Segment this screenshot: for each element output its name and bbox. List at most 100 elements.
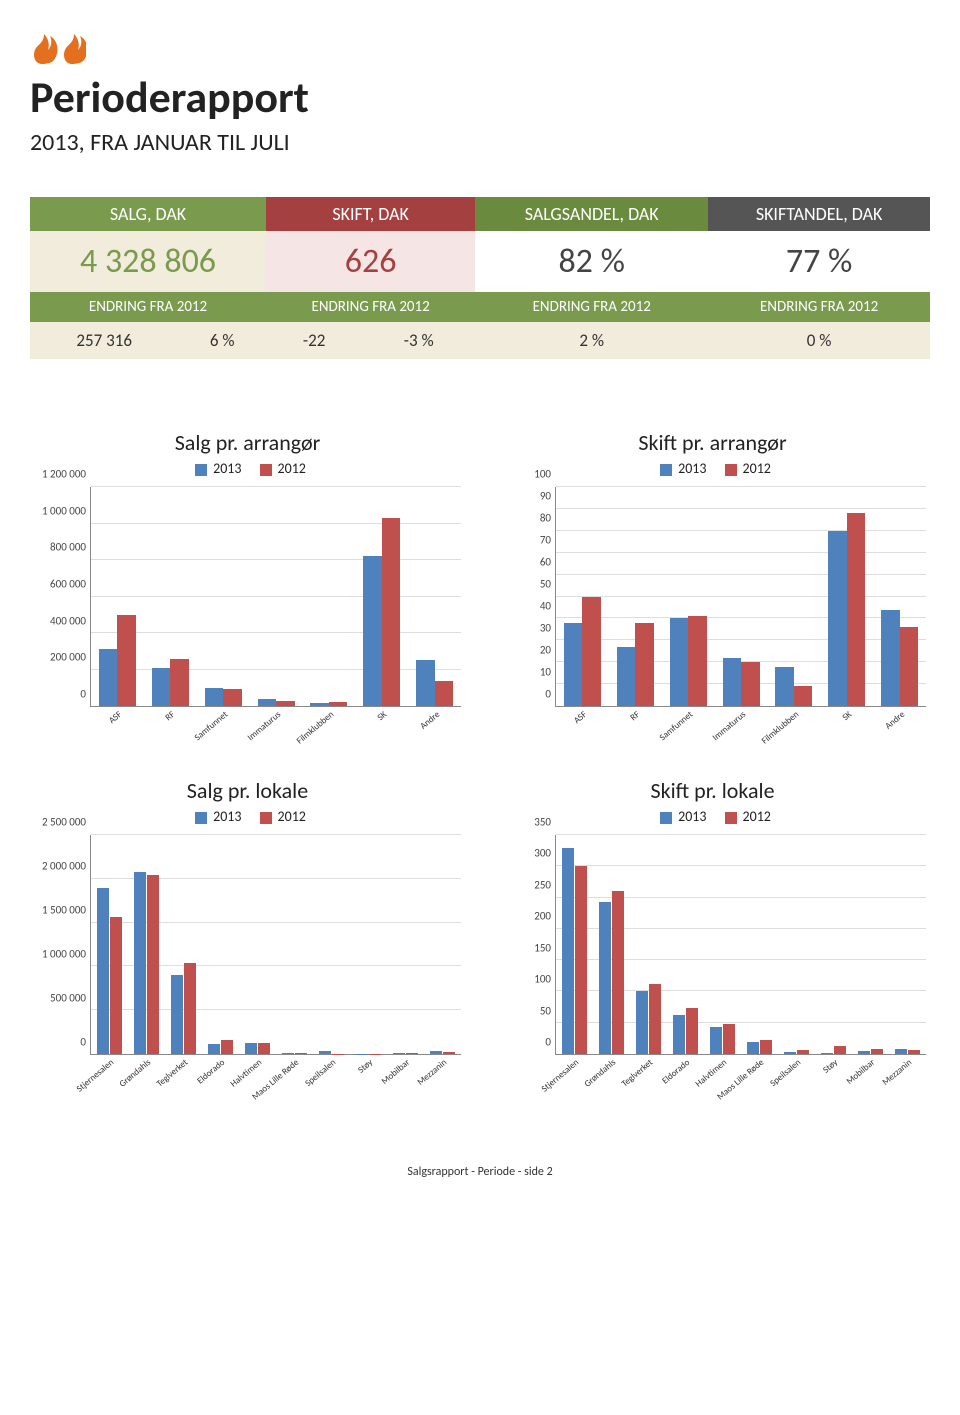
bar-2012 — [582, 597, 601, 707]
bar-2012 — [435, 681, 454, 706]
kpi-value: 4 328 806 — [30, 231, 266, 292]
x-tick-label: Mobilbar — [380, 1057, 413, 1087]
x-tick-label: Eldorado — [195, 1057, 227, 1086]
x-tick-label: ASF — [571, 709, 588, 726]
chart-title: Skift pr. arrangør — [495, 429, 930, 456]
y-tick-label: 10 — [540, 666, 551, 679]
bar-2013 — [562, 848, 575, 1054]
bar-2012 — [794, 686, 813, 706]
kpi-header: SKIFT, DAK — [266, 197, 475, 231]
kpi-value: 77 % — [708, 231, 930, 292]
bar-2012 — [741, 662, 760, 706]
bar-2013 — [564, 623, 583, 706]
y-tick-label: 600 000 — [50, 578, 86, 591]
bar-2013 — [97, 888, 110, 1054]
kpi-value: 82 % — [475, 231, 708, 292]
bar-2012 — [723, 1024, 736, 1054]
bar-2012 — [871, 1049, 884, 1054]
kpi-change: -3 % — [362, 322, 475, 359]
y-tick-label: 0 — [80, 1036, 86, 1049]
bar-2012 — [443, 1052, 456, 1054]
bar-2013 — [363, 556, 382, 706]
kpi-change: 2 % — [475, 322, 708, 359]
chart-salg-lokale: Salg pr. lokale201320120500 0001 000 000… — [30, 777, 465, 1085]
bar-2012 — [110, 917, 123, 1054]
bar-2013 — [617, 647, 636, 706]
x-tick-label: ASF — [106, 709, 123, 726]
bar-2013 — [858, 1051, 871, 1054]
x-tick-label: Mezzanin — [881, 1057, 915, 1088]
x-tick-label: Støy — [821, 1057, 840, 1076]
y-tick-label: 150 — [534, 941, 551, 954]
y-tick-label: 30 — [540, 622, 551, 635]
bar-2012 — [276, 701, 295, 706]
bar-2013 — [670, 618, 689, 706]
kpi-sublabel: ENDRING FRA 2012 — [475, 292, 708, 322]
bar-2012 — [649, 984, 662, 1054]
bar-2012 — [612, 891, 625, 1054]
y-tick-label: 1 200 000 — [42, 468, 86, 481]
y-tick-label: 50 — [540, 578, 551, 591]
x-tick-label: Grøndahls — [117, 1057, 153, 1090]
bar-2013 — [171, 975, 184, 1054]
x-tick-label: Stjernesalen — [539, 1057, 581, 1095]
y-tick-label: 100 — [534, 973, 551, 986]
x-tick-label: Stjernesalen — [74, 1057, 116, 1095]
y-tick-label: 400 000 — [50, 614, 86, 627]
bar-2013 — [828, 531, 847, 706]
y-tick-label: 1 000 000 — [42, 504, 86, 517]
bar-2013 — [723, 658, 742, 706]
bar-2013 — [599, 902, 612, 1054]
bar-2012 — [382, 518, 401, 706]
bar-2012 — [170, 659, 189, 706]
x-tick-label: Mobilbar — [845, 1057, 878, 1087]
y-tick-label: 70 — [540, 534, 551, 547]
bar-2012 — [223, 689, 242, 706]
y-tick-label: 250 — [534, 878, 551, 891]
y-tick-label: 300 — [534, 847, 551, 860]
x-tick-label: Filmklubben — [294, 709, 336, 746]
bar-2013 — [258, 699, 277, 706]
bar-2013 — [245, 1043, 258, 1054]
bar-2012 — [117, 615, 136, 706]
y-tick-label: 60 — [540, 556, 551, 569]
bar-2013 — [430, 1051, 443, 1055]
y-tick-label: 0 — [545, 1036, 551, 1049]
chart-title: Skift pr. lokale — [495, 777, 930, 804]
chart-skift-lokale: Skift pr. lokale201320120501001502002503… — [495, 777, 930, 1085]
y-tick-label: 800 000 — [50, 541, 86, 554]
kpi-value: 626 — [266, 231, 475, 292]
bar-2012 — [834, 1046, 847, 1054]
chart-legend: 20132012 — [30, 808, 465, 825]
x-tick-label: Andre — [418, 709, 442, 732]
x-tick-label: Speilsalen — [303, 1057, 338, 1089]
y-tick-label: 350 — [534, 816, 551, 829]
bar-2012 — [686, 1008, 699, 1054]
y-tick-label: 2 000 000 — [42, 860, 86, 873]
bar-2012 — [760, 1040, 773, 1054]
x-tick-label: Halvtimen — [693, 1057, 729, 1090]
y-tick-label: 80 — [540, 512, 551, 525]
bar-2013 — [319, 1051, 332, 1055]
x-tick-label: SK — [840, 709, 854, 723]
bar-2012 — [295, 1053, 308, 1054]
bar-2013 — [99, 649, 118, 706]
page-title: Perioderapport — [30, 70, 930, 124]
bar-2013 — [784, 1052, 797, 1054]
x-tick-label: Støy — [356, 1057, 375, 1076]
page-subtitle: 2013, FRA JANUAR TIL JULI — [30, 128, 930, 157]
bar-2013 — [775, 667, 794, 706]
chart-legend: 20132012 — [495, 460, 930, 477]
kpi-header: SALGSANDEL, DAK — [475, 197, 708, 231]
bar-2013 — [310, 703, 329, 706]
x-tick-label: Filmklubben — [759, 709, 801, 746]
x-tick-label: Halvtimen — [228, 1057, 264, 1090]
x-tick-label: Teglverket — [619, 1057, 655, 1089]
y-tick-label: 20 — [540, 644, 551, 657]
x-tick-label: SK — [375, 709, 389, 723]
kpi-header: SALG, DAK — [30, 197, 266, 231]
bar-2012 — [900, 627, 919, 706]
x-tick-label: Samfunnet — [192, 709, 230, 743]
y-tick-label: 1 500 000 — [42, 904, 86, 917]
y-tick-label: 90 — [540, 490, 551, 503]
